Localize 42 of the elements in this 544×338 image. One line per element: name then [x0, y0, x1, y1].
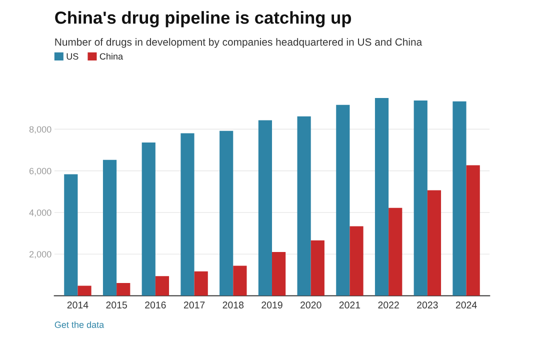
bar	[310, 240, 324, 296]
y-tick-label: 2,000	[29, 251, 52, 259]
bar	[116, 283, 130, 296]
chart-subtitle: Number of drugs in development by companies headquartered in US and China	[55, 38, 422, 48]
chart-title: China's drug pipeline is catching up	[55, 11, 352, 28]
bar	[220, 130, 234, 296]
bar	[350, 226, 364, 296]
y-tick-label: 8,000	[29, 126, 52, 134]
x-tick-label: 2015	[106, 302, 127, 308]
bar	[452, 101, 466, 296]
bar	[64, 174, 78, 296]
legend-label: US	[66, 53, 78, 60]
x-tick-label: 2021	[339, 302, 360, 308]
x-tick-label: 2023	[417, 302, 438, 308]
bar	[336, 104, 350, 296]
bar	[466, 165, 480, 296]
bar	[78, 286, 92, 296]
x-tick-label: 2024	[456, 302, 477, 308]
bar	[233, 266, 247, 296]
bar	[374, 98, 389, 296]
x-tick-label: 2022	[378, 302, 399, 308]
bar	[194, 271, 208, 296]
bar	[180, 133, 194, 296]
bar	[388, 208, 402, 296]
x-tick-label: 2019	[262, 302, 282, 308]
bar	[427, 190, 442, 296]
bar	[142, 142, 156, 296]
bar	[155, 276, 170, 296]
x-tick-label: 2020	[300, 302, 322, 308]
x-tick-label: 2014	[67, 302, 88, 308]
bar	[272, 252, 286, 296]
text: Get the data	[54, 321, 104, 328]
x-tick-label: 2016	[145, 302, 166, 308]
y-tick-label: 4,000	[29, 209, 52, 217]
bar	[258, 120, 272, 296]
bar	[414, 100, 428, 296]
x-tick-label: 2018	[222, 302, 244, 308]
bar	[102, 160, 117, 296]
legend-label: China	[100, 52, 124, 60]
y-tick-label: 6,000	[29, 168, 52, 176]
x-tick-label: 2017	[184, 302, 205, 308]
bar	[297, 116, 311, 296]
